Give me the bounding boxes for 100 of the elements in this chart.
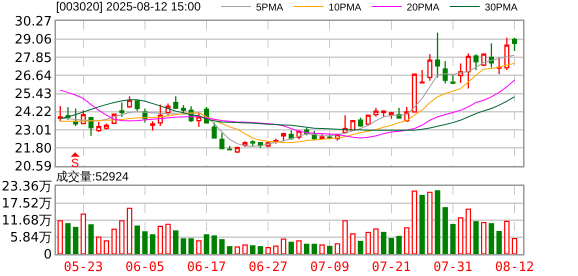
bar — [450, 224, 456, 254]
bar — [258, 246, 264, 254]
y-tick-label: 21.80 — [14, 141, 52, 156]
candlestick — [227, 145, 232, 151]
line-series — [60, 96, 516, 131]
candlestick — [119, 102, 124, 118]
bar — [319, 244, 325, 254]
bar — [488, 223, 494, 254]
candlestick — [234, 146, 240, 154]
candlestick — [434, 32, 440, 78]
x-tick-label: 06-27 — [248, 260, 288, 276]
bar — [234, 246, 240, 254]
candlestick — [496, 56, 502, 75]
y-tick-label: 0 — [44, 248, 52, 263]
bar — [72, 226, 78, 254]
y-tick-label: 23.36万 — [2, 180, 52, 195]
bar — [358, 240, 364, 254]
bar — [366, 232, 371, 254]
chart-title: [003020] 2025-08-12 15:00 — [56, 0, 202, 14]
bar — [419, 194, 425, 254]
candlestick — [250, 140, 256, 147]
bar — [142, 231, 148, 254]
y-tick-label: 29.06 — [14, 32, 52, 48]
bar — [427, 192, 433, 254]
candlestick — [481, 52, 486, 67]
bar — [173, 230, 178, 254]
bar — [458, 217, 464, 254]
bar — [104, 240, 110, 254]
bar — [350, 233, 356, 254]
bar — [134, 225, 140, 254]
bar — [250, 245, 256, 254]
bar — [312, 244, 318, 254]
candlestick — [73, 108, 78, 127]
candlestick — [173, 96, 178, 110]
bar — [65, 223, 71, 254]
legend-label: 10PMA — [328, 2, 362, 14]
candlestick — [150, 120, 156, 132]
bar — [242, 244, 248, 254]
bar — [126, 208, 132, 254]
y-tick-label: 30.27 — [14, 14, 52, 30]
candlestick — [88, 116, 94, 137]
candlestick — [512, 37, 518, 52]
bar — [496, 230, 502, 254]
x-tick-label: 07-09 — [310, 260, 350, 276]
bar — [334, 243, 340, 254]
x-tick-label: 05-23 — [64, 260, 103, 276]
y-tick-label: 5.84万 — [10, 230, 52, 246]
candlestick — [58, 105, 63, 122]
y-tick-label: 24.22 — [14, 105, 52, 120]
candlestick — [427, 53, 432, 82]
candlestick — [288, 130, 294, 140]
candlestick — [412, 74, 417, 114]
bar — [273, 246, 279, 254]
y-tick-label: 20.59 — [14, 160, 52, 175]
candlestick — [104, 122, 109, 130]
candlestick — [196, 112, 202, 128]
candlestick — [473, 54, 479, 71]
x-tick-label: 07-31 — [433, 260, 472, 276]
annotation: S — [71, 156, 80, 170]
candlestick — [134, 100, 140, 112]
bar — [96, 236, 102, 254]
bar — [196, 240, 202, 254]
x-tick-label: 06-17 — [186, 260, 226, 276]
bar — [442, 207, 448, 254]
x-tick-label: 06-05 — [125, 260, 164, 276]
y-tick-label: 17.52万 — [2, 196, 52, 212]
bar — [158, 226, 164, 254]
y-tick-label: 27.85 — [14, 50, 52, 66]
bar — [265, 247, 271, 254]
bar — [180, 238, 186, 254]
y-tick-label: 26.64 — [14, 68, 52, 84]
candlestick — [219, 132, 224, 150]
candlestick — [466, 52, 471, 90]
bar — [80, 214, 86, 254]
bar — [388, 238, 394, 254]
bar — [412, 190, 418, 254]
bar — [150, 234, 156, 254]
y-tick-label: 23.01 — [14, 123, 52, 138]
bar — [434, 190, 440, 254]
candlestick — [450, 74, 456, 85]
bar — [404, 227, 410, 254]
candlestick — [342, 114, 348, 134]
bar — [396, 236, 402, 254]
bar — [188, 238, 194, 254]
candlestick — [381, 110, 386, 118]
bar — [58, 220, 63, 254]
bar — [119, 220, 125, 254]
bar — [280, 238, 286, 254]
bar — [165, 224, 171, 254]
bar — [342, 220, 348, 254]
bar — [304, 244, 310, 254]
x-tick-label: 07-21 — [372, 260, 411, 276]
bar — [481, 222, 486, 254]
legend-label: 30PMA — [484, 2, 518, 14]
chart-title: 成交量:52924 — [56, 169, 130, 184]
line-series — [60, 80, 516, 138]
x-tick-label: 08-12 — [494, 260, 534, 276]
candlestick — [442, 60, 448, 84]
bar — [212, 235, 217, 254]
candlestick — [504, 37, 510, 71]
